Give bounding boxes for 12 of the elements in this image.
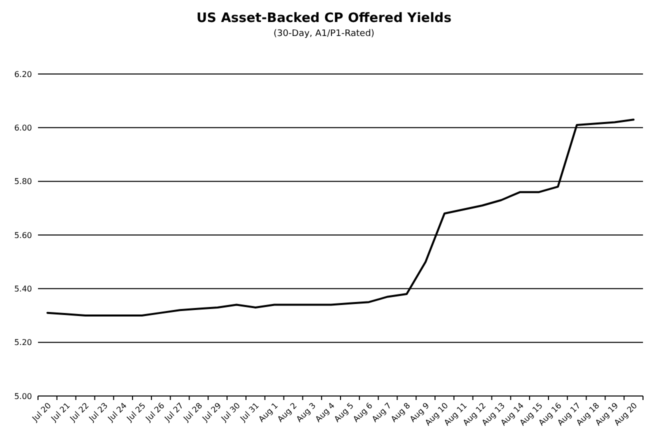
- x-tick-label: Jul 20: [30, 401, 53, 424]
- y-tick-label: 5.60: [14, 230, 32, 240]
- y-tick-label: 6.20: [14, 70, 32, 79]
- chart-subtitle: (30-Day, A1/P1-Rated): [274, 29, 374, 39]
- chart-title: US Asset-Backed CP Offered Yields: [196, 11, 452, 26]
- y-tick-label: 6.00: [14, 123, 32, 132]
- x-tick-label: Jul 30: [219, 401, 242, 424]
- y-tick-label: 5.80: [14, 177, 32, 186]
- y-tick-label: 5.20: [14, 338, 32, 348]
- y-tick-label: 5.40: [14, 284, 32, 294]
- y-tick-label: 5.00: [14, 392, 32, 401]
- x-tick-label: Jul 24: [106, 401, 128, 424]
